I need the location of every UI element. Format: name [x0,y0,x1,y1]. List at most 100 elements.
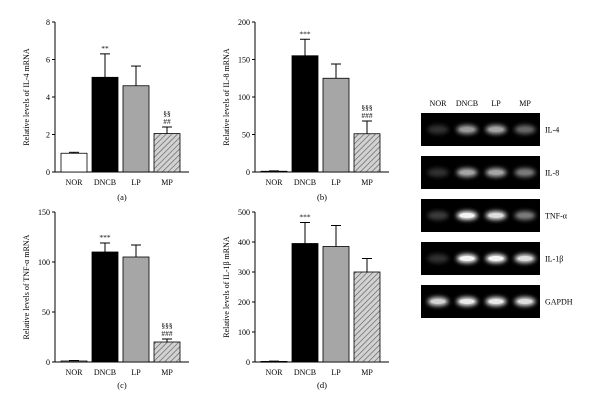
y-axis-label: Relative levels of IL-8 mRNA [222,48,231,146]
gel-band-core [517,127,533,132]
y-tick-label: 400 [238,238,250,247]
significance-label: §§§ ### [361,103,373,120]
gel-row: IL-1β [421,242,563,275]
significance-label: §§ ## [163,109,171,126]
gel-band [514,211,536,220]
y-tick-label: 4 [46,93,50,102]
gel-gene-label: TNF-α [545,212,568,221]
gel-row: IL-4 [421,113,559,146]
bar-chart-panel: 0 2 4 6 8 Relative levels of IL-4 mRNA NOR ** DN… [22,18,189,202]
gel-lane-label: DNCB [456,99,478,108]
category-label: LP [131,178,141,187]
gel-band-core [488,170,504,175]
bar-chart-panel: 0 50 100 150 200 Relative levels of IL-8 mRNA… [222,18,389,202]
gel-band [514,125,536,134]
gel-band [514,168,536,177]
bar-nor [60,152,88,173]
gel-gene-label: GAPDH [545,298,573,307]
gel-band [427,254,449,263]
gel-band-core [430,127,446,132]
y-tick-label: 100 [238,93,250,102]
category-label: DNCB [294,368,316,377]
gel-band-core [459,299,475,304]
gel-lane-label: NOR [430,99,448,108]
gel-band-core [488,299,504,304]
y-tick-label: 0 [46,168,50,177]
bar-lp [322,246,350,363]
bar-dncb [91,251,119,363]
gel-band-core [430,213,446,218]
y-tick-label: 100 [38,258,50,267]
bar-dncb [291,55,319,173]
bar-lp [322,77,350,173]
category-label: DNCB [94,368,116,377]
bar-nor [60,360,88,363]
y-axis-label: Relative levels of IL-1β mRNA [222,236,231,338]
significance-label: *** [299,213,311,222]
gel-band [427,168,449,177]
category-label: NOR [266,368,284,377]
y-axis-label: Relative levels of IL-4 mRNA [22,48,31,146]
gel-row: IL-8 [421,156,559,189]
category-label: NOR [66,178,84,187]
bar-dncb [91,76,119,173]
gel-band-core [517,299,533,304]
category-label: MP [361,178,373,187]
gel-band [427,211,449,220]
y-tick-label: 50 [42,308,50,317]
category-label: MP [361,368,373,377]
gel-image: NOR DNCB LP MP IL-4 IL-8 TNF-α IL-1β GAPDH [421,99,573,318]
significance-label: ** [101,44,109,53]
bar-chart-panel: 0 100 200 300 400 500 Relative levels of IL-1β… [222,208,389,390]
bar-lp [122,256,150,363]
bar-mp [353,271,381,363]
bar-mp [153,133,181,173]
gel-band-core [488,127,504,132]
gel-row: GAPDH [421,285,573,318]
panel-label: (c) [117,380,127,390]
y-axis-label: Relative levels of TNF-α mRNA [22,234,31,339]
gel-band-core [488,256,504,261]
significance-label: *** [299,29,311,38]
gel-band-core [430,256,446,261]
y-tick-label: 200 [238,298,250,307]
bar-mp [153,341,181,363]
y-tick-label: 0 [246,168,250,177]
y-tick-label: 8 [46,18,50,27]
gel-band-core [517,170,533,175]
gel-band-core [459,127,475,132]
y-tick-label: 200 [238,18,250,27]
significance-label: §§§ ### [161,321,173,338]
chart-panels: 0 2 4 6 8 Relative levels of IL-4 mRNA NOR ** DN… [22,18,389,390]
y-tick-label: 2 [46,131,50,140]
y-tick-label: 0 [46,358,50,367]
y-tick-label: 50 [242,131,250,140]
category-label: LP [331,368,341,377]
gel-band-core [459,256,475,261]
y-tick-label: 100 [238,328,250,337]
gel-band-core [517,256,533,261]
gel-gene-label: IL-1β [545,255,563,264]
gel-band-core [517,213,533,218]
bar-mp [353,133,381,173]
gel-band-core [430,299,446,304]
gel-gene-label: IL-4 [545,126,559,135]
gel-gene-label: IL-8 [545,169,559,178]
y-tick-label: 6 [46,56,50,65]
y-tick-label: 150 [238,56,250,65]
category-label: NOR [266,178,284,187]
significance-label: *** [99,233,111,242]
bar-chart-panel: 0 50 100 150 Relative levels of TNF-α mRNA NO… [22,208,189,390]
category-label: DNCB [94,178,116,187]
y-tick-label: 300 [238,268,250,277]
y-tick-label: 0 [246,358,250,367]
gel-band-core [459,170,475,175]
panel-label: (a) [117,192,127,202]
gel-band-core [459,213,475,218]
bar-dncb [291,243,319,363]
category-label: LP [131,368,141,377]
panel-label: (d) [317,380,327,390]
bar-lp [122,85,150,173]
category-label: NOR [66,368,84,377]
